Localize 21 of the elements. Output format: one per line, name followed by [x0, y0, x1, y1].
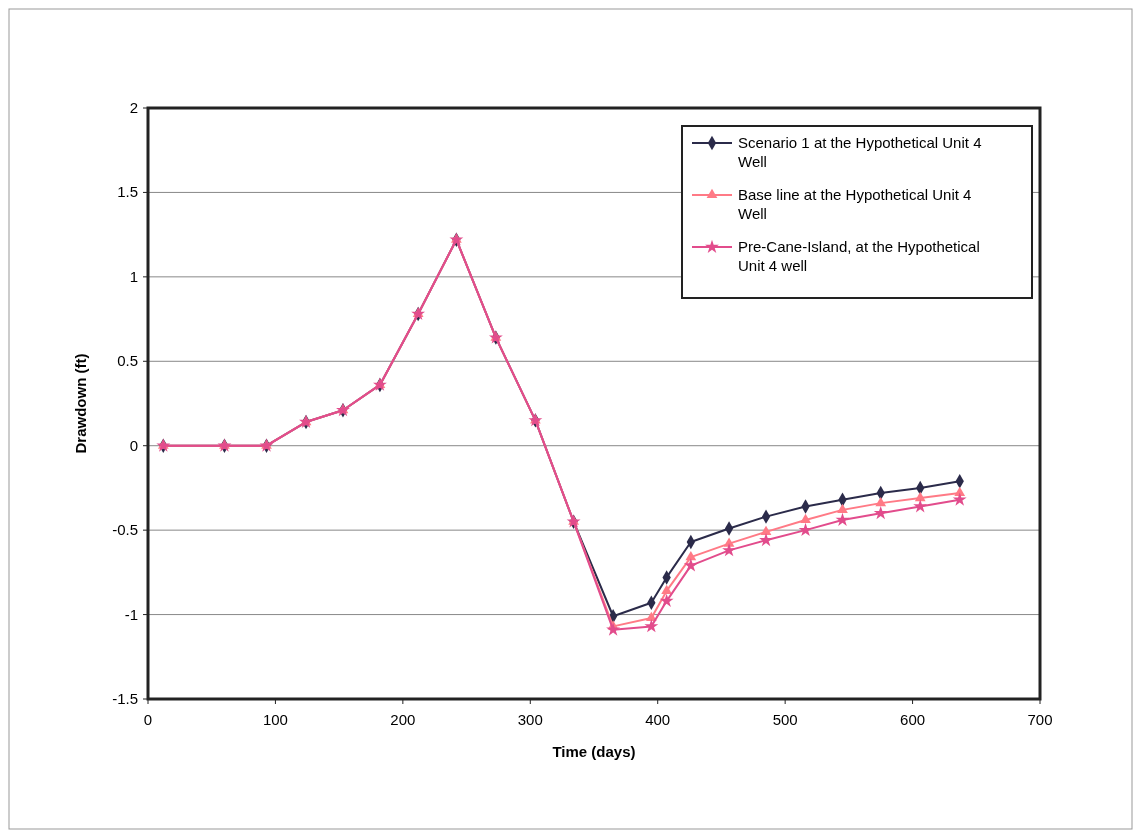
y-tick-label: 2	[129, 99, 138, 116]
x-tick-label: 200	[390, 711, 416, 728]
legend-label: Scenario 1 at the Hypothetical Unit 4 Well	[738, 134, 982, 170]
y-axis-title: Drawdown (ft)	[72, 353, 89, 454]
x-tick-label: 600	[900, 711, 926, 728]
x-tick-label: 700	[1027, 711, 1053, 728]
x-tick-label: 0	[143, 711, 153, 728]
y-tick-label: -1	[124, 605, 138, 623]
y-tick-label: 0	[129, 436, 138, 454]
y-tick-label: -1.5	[112, 690, 138, 707]
y-tick-label: 0.5	[117, 352, 138, 370]
y-tick-label: 1	[129, 267, 138, 285]
x-tick-label: 400	[645, 711, 671, 728]
x-tick-label: 300	[517, 711, 543, 728]
legend-label: Base line at the Hypothetical Unit 4 Well	[738, 186, 972, 222]
x-axis-title: Time (days)	[552, 743, 636, 760]
x-tick-label: 100	[262, 711, 288, 728]
legend-label: Pre-Cane-Island, at the Hypothetical Unit 4 well	[738, 238, 980, 274]
y-tick-label: 1.5	[117, 183, 138, 201]
y-tick-label: -0.5	[112, 521, 138, 539]
x-tick-label: 500	[772, 711, 798, 728]
